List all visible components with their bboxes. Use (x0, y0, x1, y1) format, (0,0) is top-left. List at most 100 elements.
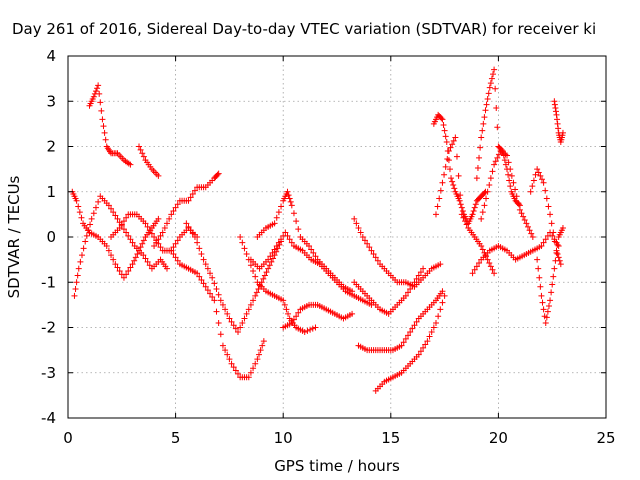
data-point (174, 257, 181, 264)
data-point (439, 179, 446, 186)
y-tick-label: 3 (46, 92, 56, 110)
data-point (398, 342, 405, 349)
data-point (174, 201, 181, 208)
data-point (123, 271, 130, 278)
data-point (553, 111, 560, 118)
data-point (307, 326, 314, 333)
data-point (539, 299, 546, 306)
data-point (172, 240, 179, 247)
data-point (159, 229, 166, 236)
data-point (547, 297, 554, 304)
data-point (283, 306, 290, 313)
data-point (532, 171, 539, 178)
data-point (230, 364, 237, 371)
data-point (185, 223, 192, 230)
data-point (153, 239, 160, 246)
data-point (478, 215, 485, 222)
series-track-24 (551, 98, 566, 145)
data-point (114, 215, 121, 222)
data-point (449, 178, 456, 185)
data-point (417, 348, 424, 355)
data-point (528, 230, 535, 237)
data-point (450, 181, 457, 188)
data-point (136, 143, 143, 150)
data-point (441, 171, 448, 178)
data-point (304, 327, 311, 334)
series-track-9 (237, 234, 319, 336)
series-track-6 (151, 170, 222, 250)
data-point (555, 254, 562, 261)
data-point (127, 236, 134, 243)
data-point (105, 202, 112, 209)
data-point (260, 338, 267, 345)
data-point (144, 258, 151, 265)
data-point (142, 255, 149, 262)
data-point (488, 75, 495, 82)
data-point (491, 161, 498, 168)
series-track-12 (280, 301, 356, 331)
data-point (252, 360, 259, 367)
data-point (513, 193, 520, 200)
y-axis-label: SDTVAR / TECUs (5, 175, 23, 298)
data-point (548, 220, 555, 227)
data-point (224, 351, 231, 358)
data-point (555, 243, 562, 250)
data-point (476, 260, 483, 267)
data-point (309, 325, 316, 332)
data-point (422, 341, 429, 348)
data-point (266, 262, 273, 269)
data-point (235, 329, 242, 336)
data-point (494, 154, 501, 161)
data-point (439, 288, 446, 295)
data-point (426, 333, 433, 340)
data-point (271, 220, 278, 227)
data-point (542, 319, 549, 326)
data-point (187, 227, 194, 234)
data-point (142, 220, 149, 227)
data-point (90, 93, 97, 100)
data-point (494, 124, 501, 131)
data-point (442, 163, 449, 170)
data-point (445, 148, 452, 155)
data-point (207, 270, 214, 277)
data-point (349, 310, 356, 317)
data-point (508, 172, 515, 179)
data-point (507, 166, 514, 173)
data-point (534, 256, 541, 263)
data-point (471, 266, 478, 273)
data-point (288, 239, 295, 246)
data-point (191, 187, 198, 194)
data-point (483, 195, 490, 202)
data-point (254, 356, 261, 363)
data-point (444, 155, 451, 162)
data-point (489, 168, 496, 175)
data-point (490, 71, 497, 78)
data-point (260, 275, 267, 282)
data-point (108, 252, 115, 259)
data-point (163, 265, 170, 272)
data-point (506, 177, 513, 184)
data-point (250, 267, 257, 274)
data-point (554, 241, 561, 248)
data-point (243, 250, 250, 257)
data-point (462, 218, 469, 225)
data-point (370, 250, 377, 257)
data-point (278, 236, 285, 243)
data-point (411, 279, 418, 286)
data-point (504, 152, 511, 159)
data-point (125, 232, 132, 239)
data-point (209, 274, 216, 281)
data-point (420, 265, 427, 272)
data-point (436, 195, 443, 202)
data-point (484, 95, 491, 102)
data-point (543, 314, 550, 321)
data-point (114, 264, 121, 271)
data-point (284, 188, 291, 195)
data-point (476, 154, 483, 161)
data-point (351, 215, 358, 222)
data-point (448, 175, 455, 182)
data-point (198, 250, 205, 257)
data-point (140, 153, 147, 160)
data-point (213, 286, 220, 293)
